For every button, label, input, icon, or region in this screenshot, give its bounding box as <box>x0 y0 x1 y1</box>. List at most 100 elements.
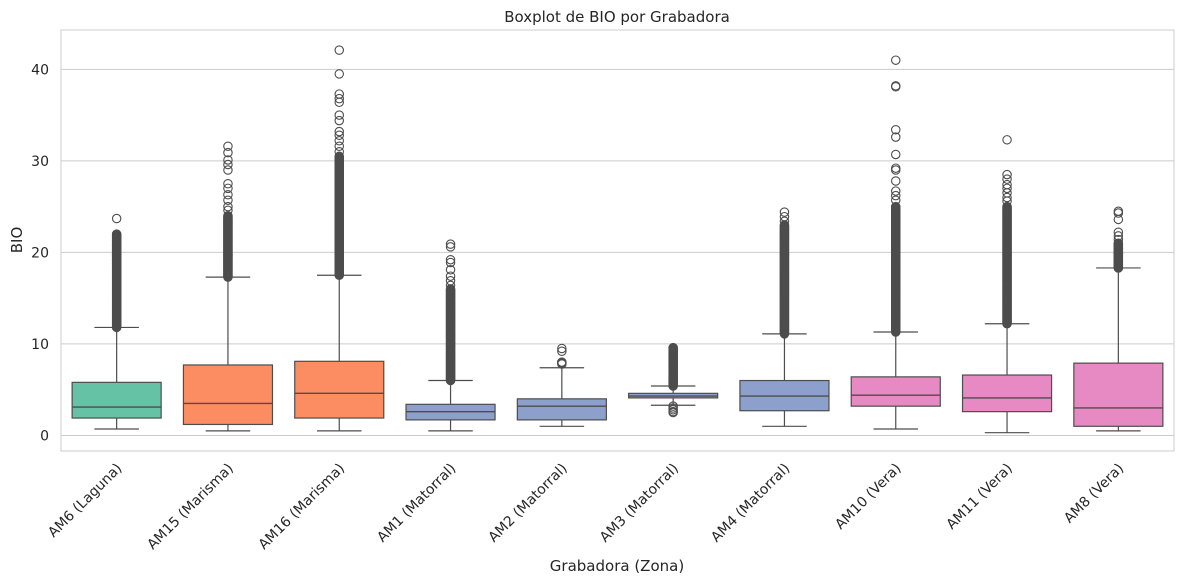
chart-title: Boxplot de BIO por Grabadora <box>504 8 730 26</box>
outlier-point <box>334 115 344 126</box>
outlier-point <box>557 359 567 369</box>
outlier-point <box>890 163 901 173</box>
outlier-point <box>890 190 901 201</box>
outlier-point <box>890 81 901 92</box>
outlier-point <box>334 130 344 141</box>
outlier-point <box>111 231 122 241</box>
box-group <box>182 141 274 432</box>
outlier-point <box>445 257 456 268</box>
outlier-point <box>111 258 122 269</box>
y-tick-label: 0 <box>40 428 49 444</box>
outlier-point <box>668 407 678 418</box>
outlier-point <box>557 343 567 354</box>
outlier-point <box>223 195 233 205</box>
outlier-point <box>445 239 456 249</box>
outlier-point <box>1002 192 1012 203</box>
outlier-point <box>890 176 901 186</box>
outlier-point <box>1002 169 1012 180</box>
grid-lines <box>61 68 1174 436</box>
box-group <box>961 135 1053 434</box>
box-group <box>294 45 385 432</box>
outlier-point <box>334 45 344 55</box>
outlier-point <box>111 235 122 246</box>
y-tick-label: 40 <box>31 62 49 78</box>
outlier-point <box>1113 214 1124 225</box>
outlier-point <box>334 93 344 104</box>
y-tick-label: 10 <box>31 337 49 353</box>
outlier-point <box>223 189 233 200</box>
box-group <box>405 239 496 432</box>
outlier-point <box>890 165 901 175</box>
outlier-point <box>1002 174 1012 184</box>
outlier-point <box>223 179 233 189</box>
outlier-point <box>445 280 456 291</box>
outlier-point <box>890 149 901 160</box>
outlier-point <box>890 125 901 135</box>
outlier-point <box>1002 201 1012 212</box>
outlier-point <box>1113 227 1124 238</box>
outlier-point <box>1002 183 1012 194</box>
x-tick-label: AM15 (Marisma) <box>144 461 236 553</box>
outlier-point <box>334 69 344 79</box>
box-iqr <box>294 360 385 419</box>
outlier-point <box>334 135 344 146</box>
x-tick-label: AM8 (Vera) <box>1061 461 1127 527</box>
outlier-point <box>223 141 233 151</box>
outlier-point <box>111 249 122 259</box>
outlier-point <box>223 211 233 221</box>
outlier-point <box>1113 239 1124 249</box>
outlier-point <box>1113 243 1124 254</box>
x-tick-label: AM4 (Matorral) <box>708 461 793 546</box>
y-axis-label: BIO <box>8 227 26 254</box>
outlier-point <box>111 213 122 224</box>
outlier-point <box>1002 196 1012 206</box>
outlier-point <box>1002 135 1012 145</box>
outlier-point <box>890 201 901 212</box>
box-group <box>1073 206 1164 432</box>
outlier-point <box>111 244 122 255</box>
x-axis-ticks: AM6 (Laguna) AM15 (Marisma) AM16 (Marisma)… <box>45 461 1127 553</box>
outlier-point <box>779 207 790 217</box>
outlier-point <box>334 146 344 157</box>
box-group <box>739 207 830 427</box>
y-tick-label: 20 <box>31 245 49 261</box>
outlier-point <box>445 265 456 275</box>
outlier-point <box>223 201 233 212</box>
outlier-point <box>223 205 233 216</box>
outlier-point <box>445 242 456 252</box>
outlier-point <box>445 254 456 265</box>
outlier-point <box>890 195 901 205</box>
outlier-point <box>1113 234 1124 245</box>
x-tick-label: AM16 (Marisma) <box>256 461 348 553</box>
outlier-point <box>1113 253 1124 263</box>
outlier-point <box>334 110 344 120</box>
outlier-point <box>223 165 233 175</box>
x-axis-label: Grabadora (Zona) <box>550 557 684 575</box>
box-iqr <box>516 398 607 421</box>
outlier-point <box>1113 256 1124 267</box>
x-tick-label: AM10 (Vera) <box>832 461 904 533</box>
outlier-point <box>223 159 233 170</box>
y-axis-ticks: 0 10 20 30 40 <box>31 62 49 444</box>
x-tick-label: AM6 (Laguna) <box>45 461 125 541</box>
outlier-point <box>111 254 122 265</box>
outlier-point <box>334 126 344 137</box>
outlier-point <box>111 262 122 272</box>
x-tick-label: AM1 (Matorral) <box>374 461 459 546</box>
box-group <box>628 342 719 418</box>
outlier-point <box>890 132 901 142</box>
box-iqr <box>850 376 941 407</box>
box-iqr <box>961 374 1053 413</box>
outlier-point <box>445 276 456 286</box>
outlier-point <box>1113 208 1124 218</box>
outlier-point <box>557 346 567 356</box>
box-group <box>516 343 607 427</box>
outlier-point <box>223 147 233 158</box>
outlier-point <box>668 342 678 353</box>
outlier-point <box>890 55 901 65</box>
outlier-point <box>890 186 901 196</box>
outlier-point <box>334 97 344 108</box>
outlier-point <box>779 216 790 227</box>
outlier-point <box>334 141 344 151</box>
box-iqr <box>71 381 162 419</box>
